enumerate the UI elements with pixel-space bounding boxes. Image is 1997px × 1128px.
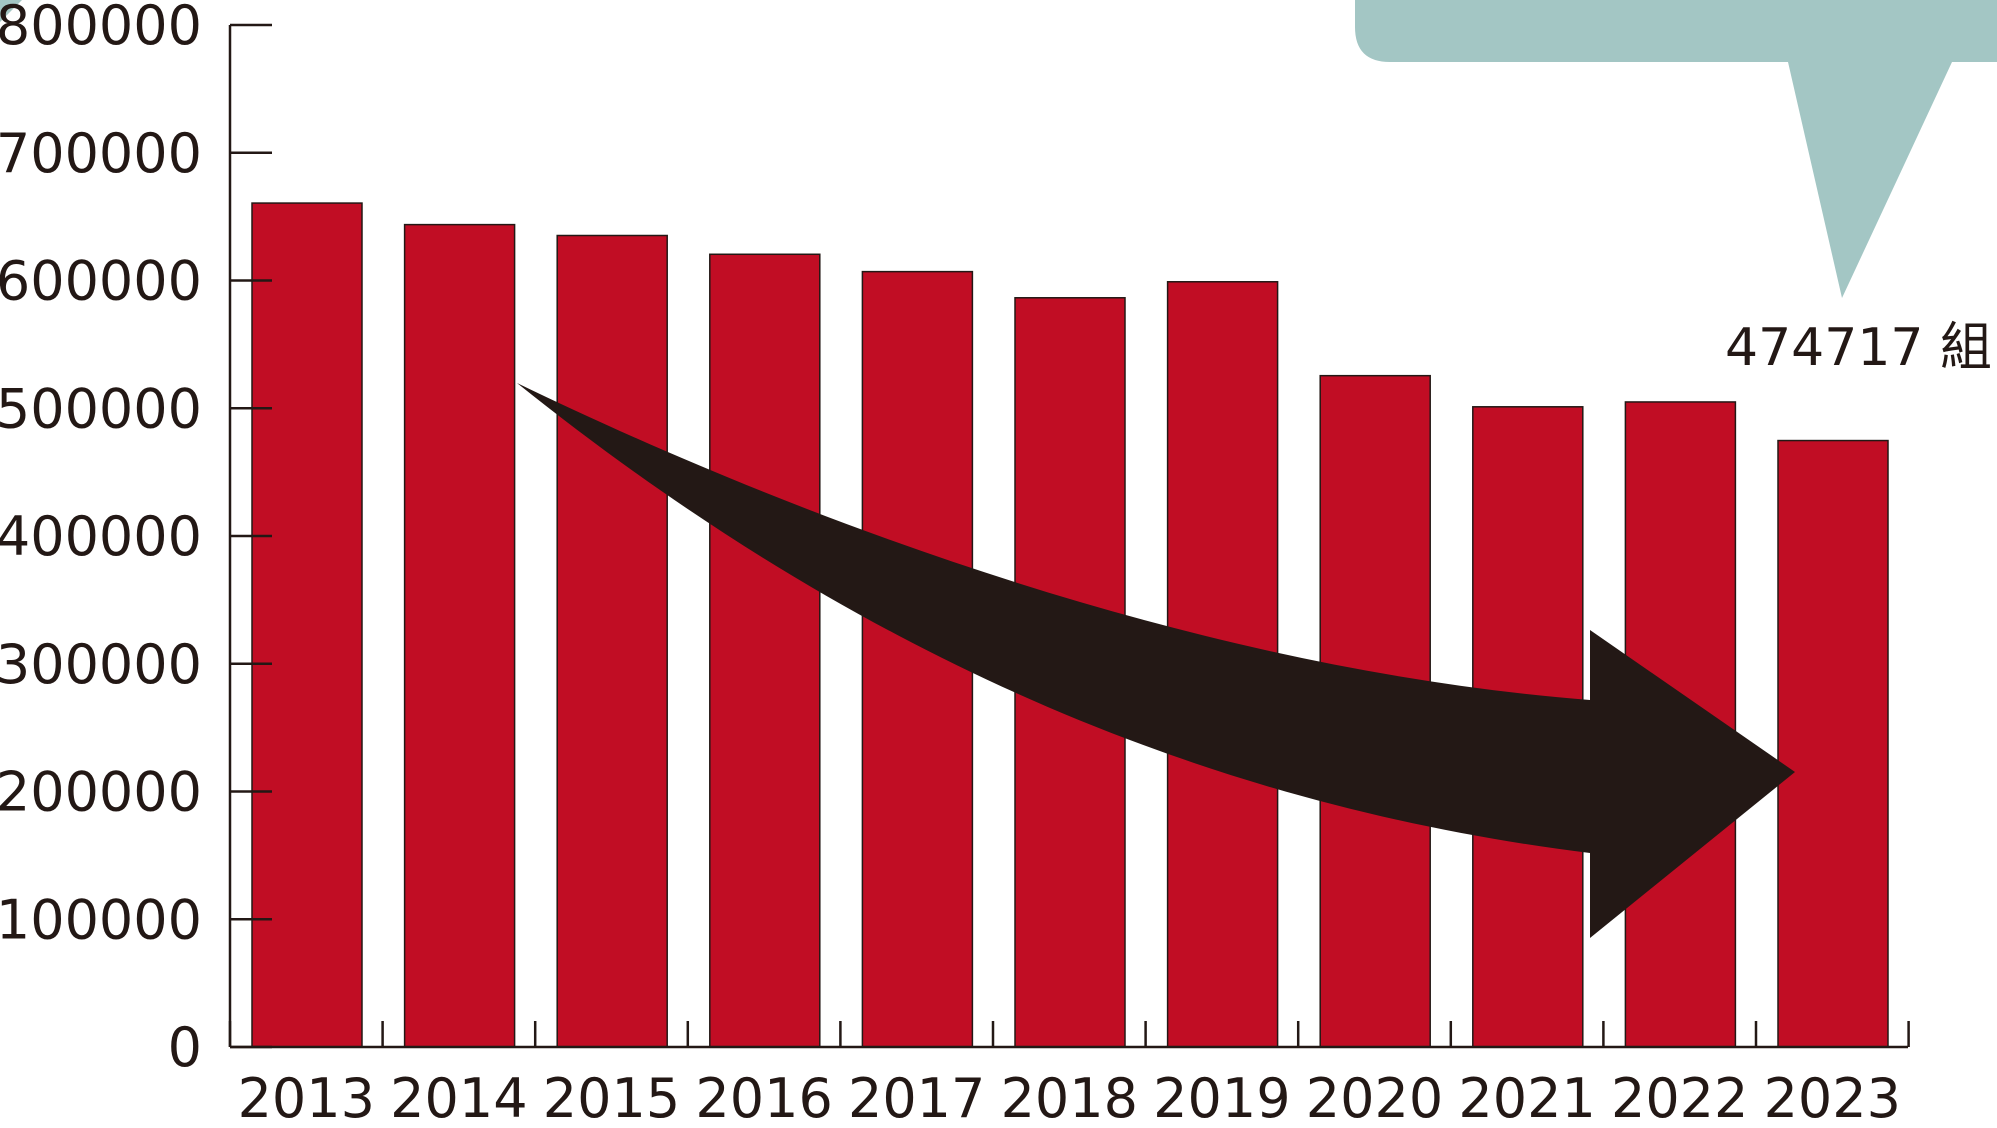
- y-tick-label-0: 0: [168, 1016, 202, 1079]
- bar-2015: [556, 234, 668, 1048]
- x-tick-label-2014: 2014: [390, 1067, 527, 1128]
- y-tick-label-700000: 700000: [0, 122, 202, 185]
- axes-layer: [228, 23, 1910, 1049]
- x-tick-label-2022: 2022: [1611, 1067, 1748, 1128]
- callout-bubble: [1355, 0, 1997, 298]
- x-tick-label-2019: 2019: [1153, 1067, 1290, 1128]
- x-tick-label-2017: 2017: [848, 1067, 985, 1128]
- y-tick-label-300000: 300000: [0, 633, 202, 696]
- x-tick-label-2021: 2021: [1458, 1067, 1595, 1128]
- x-tick-label-2013: 2013: [238, 1067, 375, 1128]
- bar-2014: [403, 223, 516, 1048]
- x-tick-label-2023: 2023: [1764, 1067, 1901, 1128]
- y-tick-label-200000: 200000: [0, 761, 202, 824]
- x-tick-label-2015: 2015: [543, 1067, 680, 1128]
- y-tick-label-800000: 800000: [0, 0, 202, 57]
- y-tick-label-500000: 500000: [0, 377, 202, 440]
- trend-arrow: [517, 383, 1795, 938]
- x-tick-labels: 2013 2014 2015 2016 2017 2018 2019 2020 2021 2022…: [238, 1067, 1901, 1128]
- x-tick-label-2018: 2018: [1001, 1067, 1138, 1128]
- bar-2013: [251, 202, 363, 1048]
- x-tick-label-2020: 2020: [1306, 1067, 1443, 1128]
- x-tick-label-2016: 2016: [695, 1067, 832, 1128]
- bar-2016: [709, 253, 821, 1048]
- corner-decoration: [0, 0, 22, 22]
- last-value-annotation: 474717 組: [1725, 318, 1992, 378]
- y-tick-label-400000: 400000: [0, 505, 202, 568]
- y-tick-labels: 0 100000 200000 300000 400000 500000 600000 700…: [0, 0, 202, 1079]
- y-tick-label-100000: 100000: [0, 888, 202, 951]
- bar-2023: [1777, 439, 1889, 1048]
- callout-body: [1355, 0, 1997, 298]
- y-tick-label-600000: 600000: [0, 250, 202, 313]
